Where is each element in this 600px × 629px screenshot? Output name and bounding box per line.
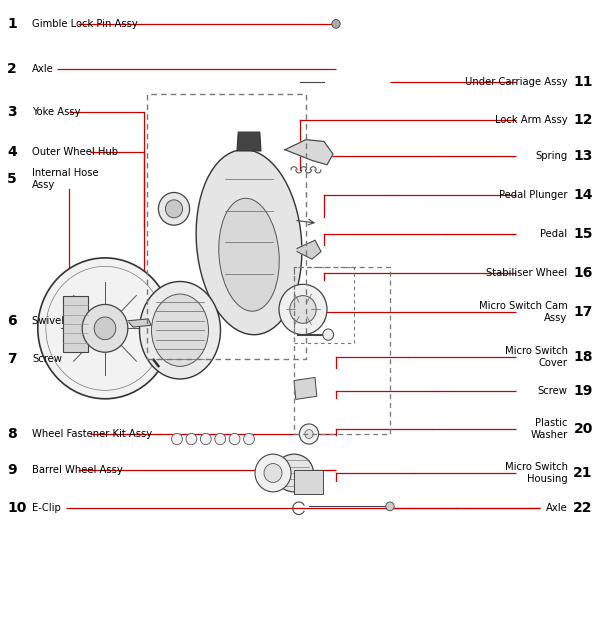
Circle shape [323, 329, 334, 340]
Circle shape [229, 433, 240, 445]
Text: 4: 4 [7, 145, 17, 159]
Circle shape [332, 19, 340, 28]
Circle shape [305, 387, 313, 396]
Circle shape [299, 424, 319, 444]
Text: Yoke Assy: Yoke Assy [32, 107, 81, 117]
Polygon shape [237, 132, 261, 151]
Circle shape [166, 200, 182, 218]
Text: 18: 18 [574, 350, 593, 364]
Ellipse shape [219, 198, 279, 311]
Bar [294, 267, 354, 343]
Text: Pedal Plunger: Pedal Plunger [499, 190, 568, 200]
Text: Under Carriage Assy: Under Carriage Assy [465, 77, 568, 87]
Circle shape [264, 464, 282, 482]
Bar [294, 267, 390, 434]
Text: 14: 14 [574, 188, 593, 202]
Text: Micro Switch
Housing: Micro Switch Housing [505, 462, 568, 484]
Text: 20: 20 [574, 422, 593, 436]
Text: Screw: Screw [538, 386, 568, 396]
Text: 21: 21 [574, 466, 593, 480]
Text: 3: 3 [7, 105, 17, 119]
Text: 1: 1 [7, 17, 17, 31]
Text: Outer Wheel Hub: Outer Wheel Hub [32, 147, 118, 157]
Circle shape [244, 433, 254, 445]
Text: Barrel Wheel Assy: Barrel Wheel Assy [32, 465, 123, 476]
Text: 11: 11 [574, 75, 593, 89]
Text: 7: 7 [7, 352, 17, 365]
Text: 17: 17 [574, 305, 593, 319]
Text: Axle: Axle [546, 503, 568, 513]
Circle shape [200, 433, 211, 445]
Bar [63, 296, 88, 352]
Text: 12: 12 [574, 113, 593, 126]
Polygon shape [285, 140, 333, 165]
Text: 6: 6 [7, 314, 17, 328]
Ellipse shape [139, 282, 221, 379]
Text: 5: 5 [7, 172, 17, 186]
Ellipse shape [151, 294, 209, 366]
Text: 9: 9 [7, 464, 17, 477]
Circle shape [94, 317, 116, 340]
Text: 19: 19 [574, 384, 593, 398]
Text: 22: 22 [574, 501, 593, 515]
Text: 10: 10 [7, 501, 26, 515]
Text: Micro Switch Cam
Assy: Micro Switch Cam Assy [479, 301, 568, 323]
Polygon shape [128, 319, 151, 327]
Circle shape [172, 433, 182, 445]
Circle shape [186, 433, 197, 445]
Text: Lock Arm Assy: Lock Arm Assy [495, 114, 568, 125]
Circle shape [290, 296, 316, 323]
Text: E-Clip: E-Clip [32, 503, 61, 513]
Circle shape [38, 258, 172, 399]
Circle shape [255, 454, 291, 492]
Text: 8: 8 [7, 427, 17, 441]
Text: Stabiliser Wheel: Stabiliser Wheel [487, 268, 568, 278]
Text: Micro Switch
Cover: Micro Switch Cover [505, 347, 568, 368]
Text: Plastic
Washer: Plastic Washer [530, 418, 568, 440]
Circle shape [215, 433, 226, 445]
Text: 2: 2 [7, 62, 17, 76]
Bar [147, 94, 306, 359]
Circle shape [279, 284, 327, 335]
Text: Swivel Cover: Swivel Cover [32, 316, 97, 326]
Text: Spring: Spring [535, 151, 568, 161]
Polygon shape [297, 240, 321, 259]
Text: Pedal: Pedal [541, 229, 568, 239]
Ellipse shape [275, 454, 314, 492]
Text: 16: 16 [574, 266, 593, 280]
Text: 15: 15 [574, 227, 593, 241]
Polygon shape [294, 377, 317, 399]
Circle shape [386, 502, 394, 511]
Text: 13: 13 [574, 149, 593, 163]
Text: Screw: Screw [32, 353, 62, 364]
Text: Wheel Fastener Kit Assy: Wheel Fastener Kit Assy [32, 429, 152, 439]
Circle shape [305, 430, 313, 438]
Text: Gimble Lock Pin Assy: Gimble Lock Pin Assy [32, 19, 138, 29]
Circle shape [158, 192, 190, 225]
Text: Axle: Axle [32, 64, 54, 74]
Bar [294, 470, 323, 494]
Ellipse shape [196, 150, 302, 335]
Text: Internal Hose
Assy: Internal Hose Assy [32, 169, 99, 190]
Circle shape [82, 304, 128, 352]
